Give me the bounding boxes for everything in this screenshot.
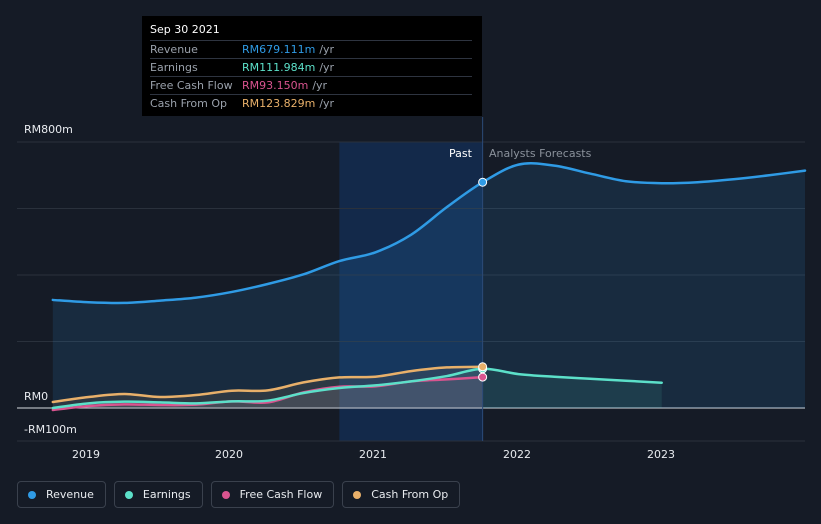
legend-dot-icon	[124, 490, 133, 499]
tooltip-value: RM93.150m	[242, 79, 309, 92]
gridlines	[17, 141, 805, 442]
hover-tooltip: Sep 30 2021 Revenue RM679.111m /yr Earni…	[142, 16, 482, 116]
series-markers	[478, 177, 488, 382]
marker-revenue	[478, 177, 488, 187]
legend-dot-icon	[353, 490, 362, 499]
legend-item-cash-from-op[interactable]: Cash From Op	[342, 481, 461, 508]
y-tick-label-bottom: -RM100m	[24, 423, 77, 436]
x-tick-label: 2023	[647, 448, 675, 461]
tooltip-label: Free Cash Flow	[150, 79, 233, 92]
area-free-cash-flow	[52, 377, 483, 410]
tooltip-label: Revenue	[150, 43, 198, 56]
past-year-highlight	[339, 142, 483, 441]
tooltip-label: Cash From Op	[150, 97, 228, 110]
legend-dot-icon	[221, 490, 230, 499]
x-tick-label: 2020	[215, 448, 243, 461]
x-tick-label: 2022	[503, 448, 531, 461]
tooltip-row-revenue: Revenue RM679.111m /yr	[150, 40, 472, 58]
tooltip-unit: /yr	[319, 43, 335, 56]
legend-label: Earnings	[142, 488, 191, 501]
y-tick-label-top: RM800m	[24, 123, 73, 136]
legend-item-earnings[interactable]: Earnings	[113, 481, 203, 508]
tooltip-row-free-cash-flow: Free Cash Flow RM93.150m /yr	[150, 76, 472, 94]
line-earnings	[51, 367, 663, 410]
legend-label: Cash From Op	[371, 488, 449, 501]
tooltip-date: Sep 30 2021	[150, 23, 220, 36]
area-earnings	[52, 368, 662, 408]
line-revenue	[51, 162, 807, 305]
series-lines	[51, 162, 807, 412]
tooltip-row-cash-from-op: Cash From Op RM123.829m /yr	[150, 94, 472, 112]
y-tick-label-zero: RM0	[24, 390, 49, 403]
legend-label: Revenue	[46, 488, 94, 501]
x-tick-label: 2019	[72, 448, 100, 461]
tooltip-row-earnings: Earnings RM111.984m /yr	[150, 58, 472, 76]
x-tick-label: 2021	[359, 448, 387, 461]
tooltip-label: Earnings	[150, 61, 198, 74]
legend-item-free-cash-flow[interactable]: Free Cash Flow	[210, 481, 335, 508]
marker-cash-from-op	[478, 362, 488, 372]
past-label: Past	[449, 147, 472, 160]
legend-item-revenue[interactable]: Revenue	[17, 481, 106, 508]
area-revenue	[52, 163, 806, 408]
tooltip-unit: /yr	[319, 61, 335, 74]
legend-dot-icon	[28, 490, 36, 499]
tooltip-unit: /yr	[319, 97, 335, 110]
tooltip-value: RM679.111m	[242, 43, 316, 56]
tooltip-value: RM111.984m	[242, 61, 316, 74]
marker-free-cash-flow	[478, 372, 488, 382]
forecast-label: Analysts Forecasts	[489, 147, 592, 160]
tooltip-unit: /yr	[312, 79, 328, 92]
tooltip-value: RM123.829m	[242, 97, 316, 110]
legend-label: Free Cash Flow	[239, 488, 323, 501]
line-cash-from-op	[51, 365, 484, 404]
legend: Revenue Earnings Free Cash Flow Cash Fro…	[17, 481, 461, 508]
